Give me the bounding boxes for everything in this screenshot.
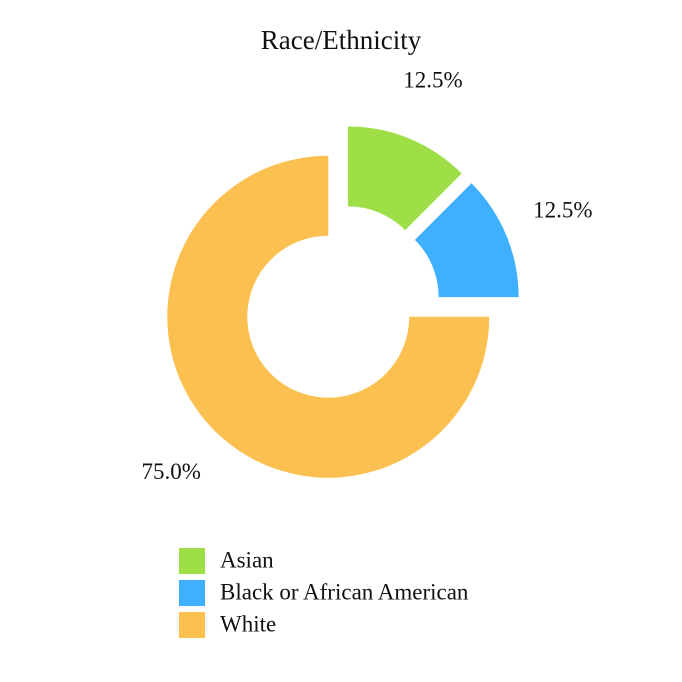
value-label: 12.5%	[533, 197, 592, 222]
donut-slice	[347, 126, 462, 231]
legend-label: White	[220, 611, 276, 636]
donut-slice	[167, 155, 490, 478]
legend-label: Black or African American	[220, 579, 469, 604]
donut-slice	[414, 183, 519, 298]
value-label: 12.5%	[403, 67, 462, 92]
legend-swatch	[179, 580, 205, 606]
value-label: 75.0%	[141, 459, 200, 484]
legend-label: Asian	[220, 547, 274, 572]
legend-swatch	[179, 548, 205, 574]
legend-swatch	[179, 612, 205, 638]
chart-title: Race/Ethnicity	[261, 25, 422, 55]
